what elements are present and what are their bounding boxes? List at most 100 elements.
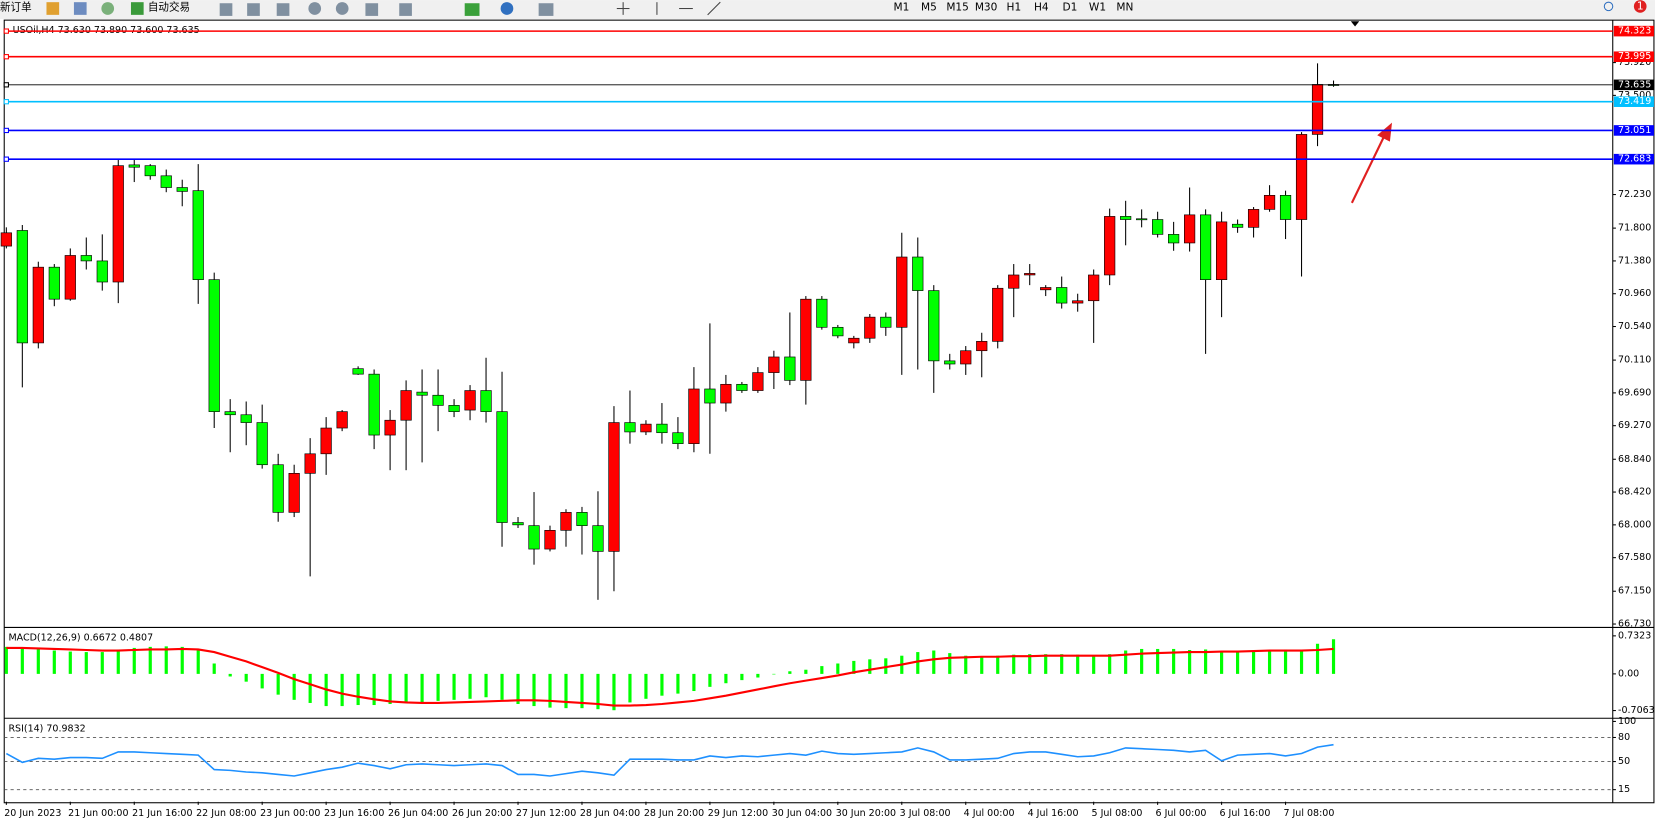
macd-bar <box>1156 648 1160 674</box>
icon[interactable] <box>464 3 480 16</box>
candle-body <box>1295 134 1308 220</box>
candle-body <box>128 164 140 168</box>
macd-bar <box>1299 649 1304 674</box>
timeframe[interactable]: D1 <box>1062 1 1077 13</box>
timeframe[interactable]: M5 <box>921 1 937 13</box>
macd-bar <box>1267 650 1272 674</box>
candle-body <box>416 391 428 396</box>
macd-bar <box>1140 648 1144 674</box>
toolbar-button[interactable]: 新订单 <box>0 0 32 13</box>
level-label-bg <box>1613 25 1654 37</box>
x-tick-label: 23 Jun 00:00 <box>260 808 320 819</box>
candle-body <box>464 390 476 411</box>
x-tick-label: 28 Jun 04:00 <box>580 808 640 819</box>
macd-bar <box>708 673 712 687</box>
notification-badge[interactable] <box>1633 0 1647 13</box>
macd-bar <box>692 673 696 692</box>
timeframe[interactable]: M30 <box>975 1 998 13</box>
candle-body <box>64 255 76 300</box>
macd-bar <box>452 673 456 700</box>
icon[interactable] <box>500 2 514 15</box>
x-tick-label: 29 Jun 12:00 <box>708 808 768 819</box>
macd-bar <box>36 649 40 674</box>
candle-body <box>480 390 492 412</box>
candle-body <box>400 390 412 421</box>
candle-body <box>848 337 860 344</box>
x-tick-label: 3 Jul 08:00 <box>900 808 951 819</box>
candle-body <box>1072 300 1084 304</box>
icon[interactable] <box>308 2 322 15</box>
macd-bar <box>292 673 296 700</box>
timeframe[interactable]: M15 <box>946 1 969 13</box>
macd-bar <box>100 652 104 674</box>
macd-bar <box>468 673 472 699</box>
macd-bar <box>84 652 88 674</box>
macd-bar <box>964 655 968 674</box>
y-tick-label: 68.420 <box>1618 487 1651 498</box>
chart-frame <box>3 19 1655 804</box>
macd-bar <box>548 673 552 708</box>
y-tick-label: 15 <box>1618 784 1630 795</box>
shift-marker <box>1350 21 1360 27</box>
x-tick-label: 6 Jul 00:00 <box>1156 808 1207 819</box>
icon[interactable] <box>219 3 233 16</box>
timeframe[interactable]: W1 <box>1089 1 1106 13</box>
icon[interactable] <box>276 3 290 16</box>
level-label-bg <box>1613 96 1654 107</box>
y-tick-label: -0.7063 <box>1618 705 1655 716</box>
y-tick-label: 70.540 <box>1618 321 1651 332</box>
candle-body <box>256 422 268 466</box>
candle-body <box>1056 287 1068 304</box>
y-tick-label: 0.00 <box>1618 668 1639 679</box>
candle-body <box>560 512 572 531</box>
y-tick-label: 73.500 <box>1618 90 1651 101</box>
level-marker <box>3 127 9 134</box>
tool[interactable] <box>707 1 721 16</box>
candle-body <box>976 341 988 352</box>
toolbar-button[interactable]: 自动交易 <box>148 0 190 13</box>
arrow-shaft <box>1350 134 1386 204</box>
search-icon[interactable] <box>1603 1 1614 12</box>
y-tick-label: 50 <box>1618 756 1630 767</box>
indicator-title: MACD(12,26,9) 0.6672 0.4807 <box>8 632 153 643</box>
icon[interactable] <box>101 2 115 15</box>
level-label: 73.419 <box>1618 96 1651 107</box>
macd-bar <box>612 673 616 711</box>
macd-bar <box>804 669 808 674</box>
candle-body <box>32 266 44 344</box>
icon[interactable] <box>399 3 412 16</box>
candle-body <box>816 298 828 328</box>
macd-bar <box>244 673 248 682</box>
macd-bar <box>1331 639 1336 674</box>
level-label: 73.051 <box>1618 125 1651 136</box>
level-marker <box>3 28 9 34</box>
x-tick-label: 28 Jun 20:00 <box>644 808 704 819</box>
macd-bar <box>500 673 504 700</box>
timeframe[interactable]: H4 <box>1034 1 1049 13</box>
candle-body <box>720 383 732 404</box>
candle-body <box>208 279 220 412</box>
candle-body <box>1247 209 1260 228</box>
icon[interactable] <box>46 2 60 15</box>
x-tick-label: 7 Jul 08:00 <box>1283 808 1334 819</box>
icon[interactable] <box>130 2 144 15</box>
timeframe[interactable]: H1 <box>1007 1 1022 13</box>
icon[interactable] <box>335 2 349 15</box>
icon[interactable] <box>365 3 379 16</box>
candle-body <box>512 522 524 526</box>
timeframe[interactable]: M1 <box>894 1 910 13</box>
y-tick-label: 67.580 <box>1618 552 1651 563</box>
macd-bar <box>1204 649 1208 674</box>
candle-body <box>96 260 108 283</box>
icon[interactable] <box>247 3 260 16</box>
candle-body <box>1104 216 1116 276</box>
icon[interactable] <box>73 2 87 15</box>
y-tick-label: 80 <box>1618 732 1630 743</box>
icon[interactable] <box>538 3 554 16</box>
arrow-head <box>1377 122 1393 142</box>
candle-body <box>944 360 956 365</box>
macd-bar <box>868 659 872 674</box>
timeframe[interactable]: MN <box>1116 1 1133 13</box>
macd-bar <box>948 653 952 674</box>
